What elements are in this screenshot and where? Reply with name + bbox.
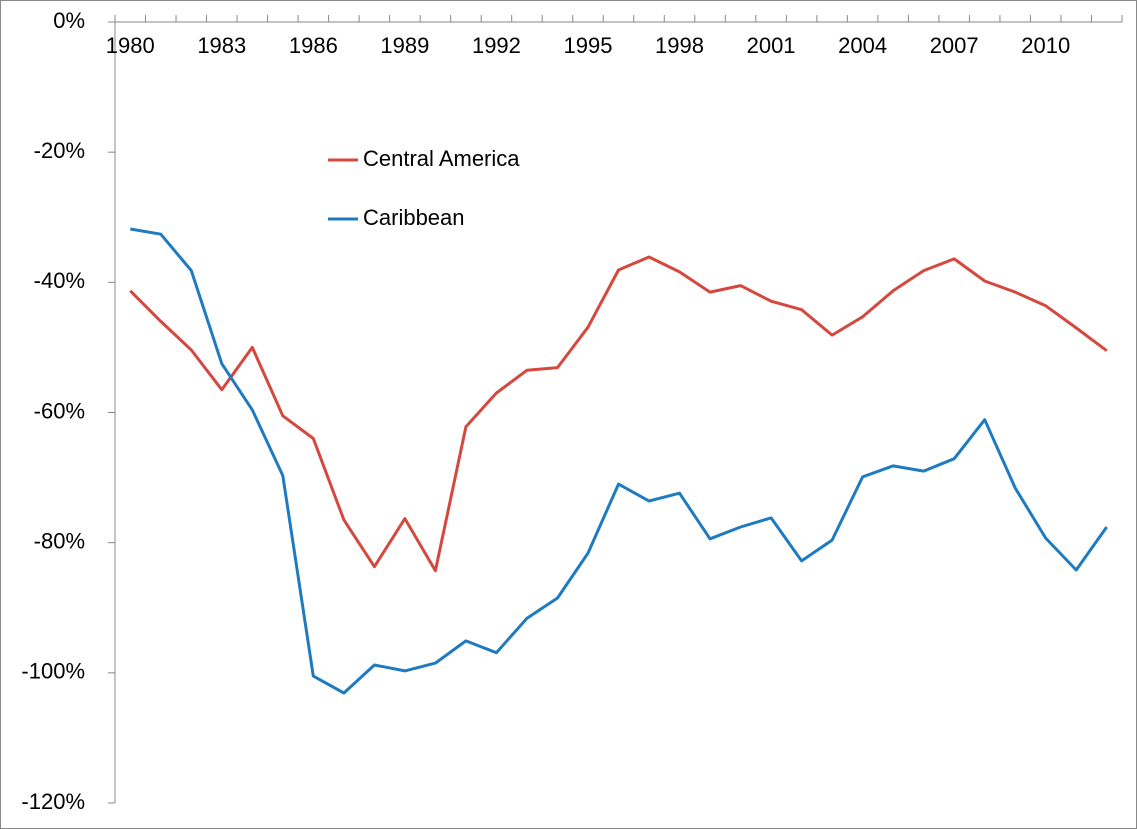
x-tick-label: 1995 xyxy=(564,33,613,58)
x-tick-label: 2010 xyxy=(1021,33,1070,58)
x-tick-label: 1980 xyxy=(106,33,155,58)
series-line xyxy=(129,255,1108,573)
x-tick-label: 1992 xyxy=(472,33,521,58)
legend-label: Caribbean xyxy=(363,205,465,230)
series-line xyxy=(130,227,1108,695)
x-tick-label: 1986 xyxy=(289,33,338,58)
y-tick-label: -120% xyxy=(21,789,85,814)
x-tick-label: 2001 xyxy=(747,33,796,58)
y-tick-label: -60% xyxy=(34,398,85,423)
x-tick-label: 1998 xyxy=(655,33,704,58)
y-tick-label: -100% xyxy=(21,659,85,684)
x-tick-label: 1989 xyxy=(380,33,429,58)
legend-label: Central America xyxy=(363,146,520,171)
x-tick-label: 2004 xyxy=(838,33,887,58)
y-tick-label: -80% xyxy=(34,528,85,553)
x-tick-label: 2007 xyxy=(930,33,979,58)
y-tick-label: 0% xyxy=(53,8,85,33)
y-tick-label: -40% xyxy=(34,268,85,293)
y-tick-label: -20% xyxy=(34,138,85,163)
x-tick-label: 1983 xyxy=(197,33,246,58)
